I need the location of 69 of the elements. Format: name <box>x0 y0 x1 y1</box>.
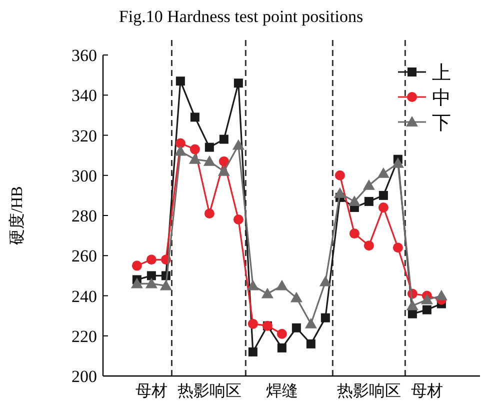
point <box>204 142 214 152</box>
point <box>146 254 156 265</box>
ytick: 200 <box>72 367 97 386</box>
point <box>290 292 302 302</box>
title: Fig.10 Hardness test point positions <box>118 7 364 26</box>
point <box>304 318 317 328</box>
point <box>377 167 390 178</box>
point <box>392 157 404 168</box>
point <box>392 242 403 253</box>
point <box>334 187 346 198</box>
point <box>422 305 432 314</box>
point <box>334 170 345 180</box>
point <box>190 112 200 122</box>
point <box>233 214 244 225</box>
ytick: 360 <box>72 46 97 65</box>
point <box>188 153 201 164</box>
point <box>132 260 142 271</box>
legend-label: 中 <box>432 88 451 109</box>
point <box>248 347 258 356</box>
legend-label: 上 <box>432 63 451 84</box>
point <box>276 280 288 290</box>
point <box>203 155 216 166</box>
ytick: 320 <box>72 126 97 146</box>
ytick: 300 <box>72 166 97 186</box>
ytick: 220 <box>72 326 97 346</box>
point <box>248 318 258 329</box>
point <box>160 280 172 290</box>
xtick: 母材 <box>135 383 168 400</box>
point <box>348 195 360 206</box>
point <box>232 139 244 150</box>
xtick: 焊缝 <box>266 383 298 400</box>
point <box>175 138 186 148</box>
point <box>306 339 316 348</box>
legend-label: 下 <box>432 113 451 134</box>
point <box>204 208 214 218</box>
point <box>364 240 374 251</box>
ylabel: 硬度/HB <box>9 186 26 245</box>
point <box>378 190 388 200</box>
point <box>246 280 259 290</box>
ytick: 340 <box>72 86 97 106</box>
point <box>261 288 274 298</box>
point <box>146 271 156 280</box>
point <box>190 144 200 154</box>
point <box>420 294 433 304</box>
point <box>435 290 448 300</box>
ytick: 280 <box>72 206 97 226</box>
point <box>276 328 287 339</box>
point <box>378 202 388 212</box>
point <box>277 343 286 352</box>
xtick: 热影响区 <box>177 383 242 400</box>
point <box>319 276 332 286</box>
point <box>320 313 330 322</box>
point <box>145 278 158 288</box>
ytick: 240 <box>72 286 97 306</box>
point <box>176 76 185 86</box>
point <box>174 145 186 156</box>
point <box>406 300 418 310</box>
xtick: 母材 <box>410 383 443 400</box>
point <box>362 179 375 190</box>
point <box>218 156 229 166</box>
point <box>218 165 230 176</box>
point <box>292 323 301 332</box>
point <box>219 134 228 144</box>
xtick: 热影响区 <box>336 383 401 400</box>
point <box>349 228 360 239</box>
ytick: 260 <box>72 246 97 266</box>
point <box>234 78 243 88</box>
point <box>130 278 143 288</box>
point <box>364 196 374 206</box>
